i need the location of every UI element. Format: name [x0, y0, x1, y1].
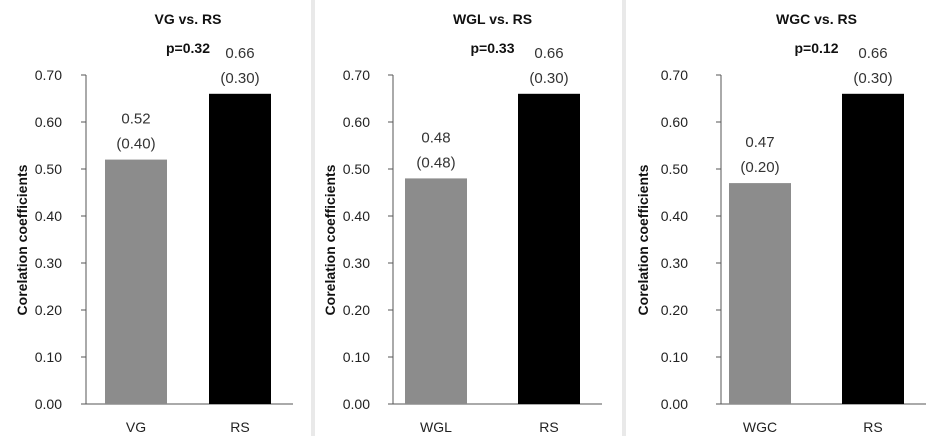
chart-panel-3: WGC vs. RS p=0.12 Corelation coefficients 0…	[626, 0, 932, 436]
bar-vg	[105, 159, 167, 404]
data-label: 0.66	[534, 45, 563, 62]
y-axis-label: Corelation coefficients	[322, 164, 338, 315]
data-sub-label: (0.40)	[116, 136, 155, 153]
y-axis-label: Corelation coefficients	[14, 164, 30, 315]
y-tick-label: 0.60	[661, 114, 688, 130]
y-tick-label: 0.00	[661, 396, 688, 412]
y-tick-label: 0.40	[343, 208, 370, 224]
x-category-label: RS	[230, 419, 249, 435]
bar-chart-vg-vs-rs: VG vs. RS p=0.32 Corelation coefficients 0.…	[14, 11, 293, 435]
data-sub-label: (0.30)	[529, 70, 568, 87]
bar-rs	[842, 93, 904, 405]
y-tick-label: 0.00	[35, 396, 62, 412]
y-tick-label: 0.10	[35, 349, 62, 365]
y-tick-label: 0.70	[343, 67, 370, 83]
y-tick-label: 0.20	[661, 302, 688, 318]
chart-title: WGC vs. RS	[776, 11, 857, 27]
y-tick-label: 0.70	[35, 67, 62, 83]
chart-panel-2: WGL vs. RS p=0.33 Corelation coefficients 0…	[315, 0, 622, 436]
bar-wgl	[405, 178, 467, 404]
y-tick-label: 0.50	[35, 161, 62, 177]
y-tick-label: 0.50	[343, 161, 370, 177]
data-sub-label: (0.30)	[220, 70, 259, 87]
y-tick-label: 0.40	[35, 208, 62, 224]
chart-subtitle: p=0.32	[166, 40, 210, 56]
x-category-label: VG	[126, 419, 146, 435]
y-tick-label: 0.70	[661, 67, 688, 83]
data-sub-label: (0.20)	[740, 159, 779, 176]
y-tick-label: 0.60	[35, 114, 62, 130]
bar-chart-wgl-vs-rs: WGL vs. RS p=0.33 Corelation coefficients 0…	[322, 11, 602, 435]
data-label: 0.52	[121, 111, 150, 128]
y-tick-label: 0.30	[343, 255, 370, 271]
data-sub-label: (0.30)	[853, 70, 892, 87]
data-label: 0.47	[745, 134, 774, 151]
chart-title: WGL vs. RS	[453, 11, 532, 27]
y-axis-label: Corelation coefficients	[635, 164, 651, 315]
data-sub-label: (0.48)	[416, 154, 455, 171]
bar-rs	[518, 93, 580, 405]
chart-subtitle: p=0.12	[795, 40, 839, 56]
x-category-label: WGC	[743, 419, 777, 435]
data-label: 0.66	[225, 45, 254, 62]
y-tick-label: 0.60	[343, 114, 370, 130]
data-label: 0.48	[421, 129, 450, 146]
y-tick-label: 0.20	[343, 302, 370, 318]
x-category-label: RS	[539, 419, 558, 435]
y-tick-label: 0.30	[661, 255, 688, 271]
y-tick-label: 0.10	[343, 349, 370, 365]
bar-rs	[209, 93, 271, 405]
chart-title: VG vs. RS	[155, 11, 222, 27]
y-tick-label: 0.40	[661, 208, 688, 224]
chart-subtitle: p=0.33	[471, 40, 515, 56]
y-tick-label: 0.30	[35, 255, 62, 271]
data-label: 0.66	[858, 45, 887, 62]
y-tick-label: 0.00	[343, 396, 370, 412]
bar-chart-wgc-vs-rs: WGC vs. RS p=0.12 Corelation coefficients 0…	[635, 11, 926, 435]
y-tick-label: 0.20	[35, 302, 62, 318]
x-category-label: RS	[863, 419, 882, 435]
y-tick-label: 0.50	[661, 161, 688, 177]
y-tick-label: 0.10	[661, 349, 688, 365]
x-category-label: WGL	[420, 419, 452, 435]
chart-panel-1: VG vs. RS p=0.32 Corelation coefficients 0.…	[0, 0, 311, 436]
bar-wgc	[729, 183, 791, 404]
